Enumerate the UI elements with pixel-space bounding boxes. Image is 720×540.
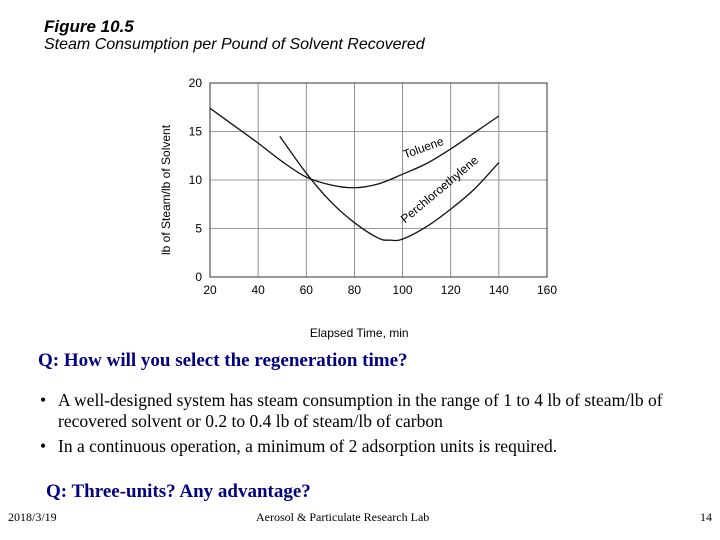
y-tick-label: 10 xyxy=(189,173,203,187)
grid xyxy=(209,82,548,278)
x-tick-label: 100 xyxy=(393,283,413,297)
x-tick-label: 80 xyxy=(348,283,362,297)
y-axis-label: lb of Steam/lb of Solvent xyxy=(159,124,173,255)
bullet-list: • A well-designed system has steam consu… xyxy=(40,390,700,461)
steam-consumption-chart: 0 5 10 15 20 20 40 60 80 100 120 140 160 ToluenePerc… xyxy=(159,76,558,340)
figure-label: Figure 10.5 xyxy=(44,17,134,36)
bullet-item: • In a continuous operation, a minimum o… xyxy=(40,436,700,457)
series-label: Perchloroethylene xyxy=(398,153,481,226)
series-label: Toluene xyxy=(401,134,446,162)
question-three-units: Q: Three-units? Any advantage? xyxy=(46,481,311,502)
tick-labels: 0 5 10 15 20 20 40 60 80 100 120 140 160 xyxy=(189,76,558,297)
x-tick-label: 120 xyxy=(441,283,461,297)
x-tick-label: 160 xyxy=(537,283,557,297)
plot-frame xyxy=(209,82,548,278)
y-tick-label: 0 xyxy=(195,270,202,284)
bullet-text: A well-designed system has steam consump… xyxy=(58,390,663,431)
bullet-marker: • xyxy=(40,390,47,410)
series-line-perchloroethylene xyxy=(279,135,500,242)
footer-lab-name: Aerosol & Particulate Research Lab xyxy=(256,510,430,524)
x-tick-label: 60 xyxy=(300,283,314,297)
footer-page-number: 14 xyxy=(700,510,712,524)
x-tick-label: 20 xyxy=(203,283,217,297)
footer-date: 2018/3/19 xyxy=(8,510,57,524)
y-tick-label: 5 xyxy=(195,222,202,236)
bullet-text: In a continuous operation, a minimum of … xyxy=(58,436,558,456)
bullet-item: • A well-designed system has steam consu… xyxy=(40,390,700,432)
question-regeneration: Q: How will you select the regeneration … xyxy=(38,350,408,371)
bullet-marker: • xyxy=(40,436,47,456)
series-lines xyxy=(209,107,500,242)
x-axis-label: Elapsed Time, min xyxy=(310,326,409,340)
series-line-toluene xyxy=(209,107,500,189)
figure-title: Steam Consumption per Pound of Solvent R… xyxy=(44,36,425,53)
x-tick-label: 40 xyxy=(251,283,265,297)
y-tick-label: 15 xyxy=(189,125,203,139)
x-tick-label: 140 xyxy=(489,283,509,297)
y-tick-label: 20 xyxy=(189,76,203,90)
